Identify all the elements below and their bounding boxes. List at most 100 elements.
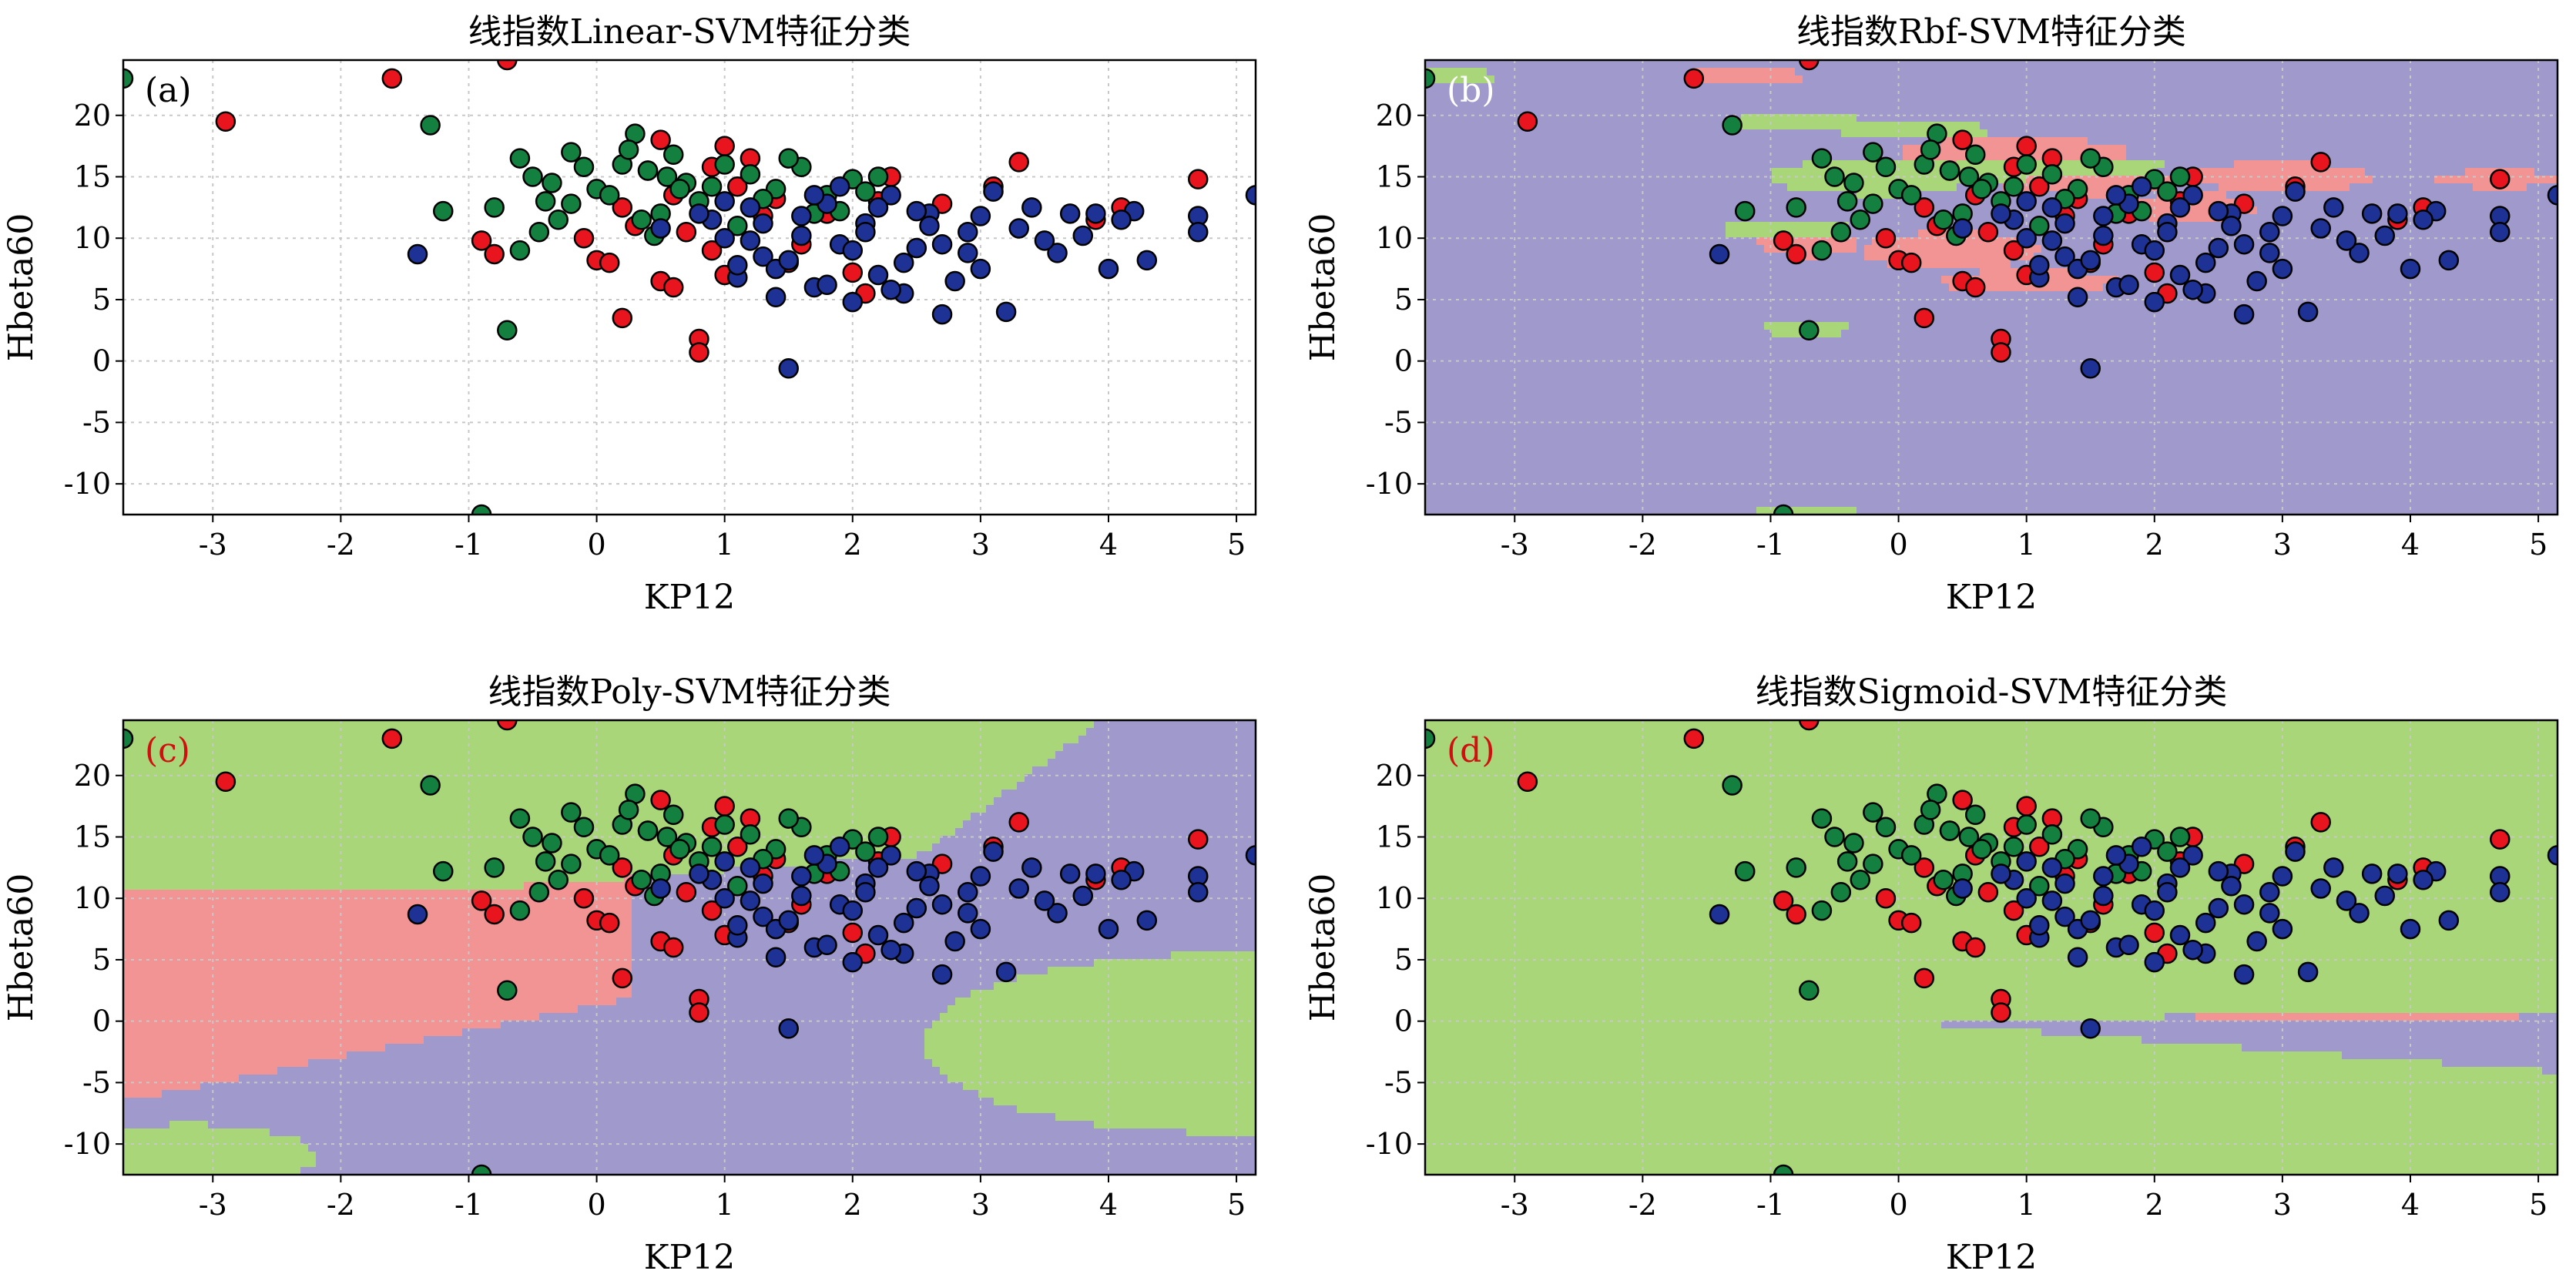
- point-green: [561, 142, 582, 163]
- point-green: [1875, 156, 1897, 177]
- point-blue: [1188, 221, 1209, 243]
- point-red: [1914, 307, 1935, 329]
- point-red: [2144, 922, 2165, 944]
- point-blue: [2310, 878, 2331, 899]
- subplot-title: 线指数Rbf-SVM特征分类: [1796, 12, 2186, 52]
- point-blue: [2387, 203, 2408, 224]
- point-blue: [958, 221, 978, 243]
- y-tick-label: 5: [92, 943, 111, 977]
- point-red: [2016, 136, 2037, 156]
- point-red: [471, 230, 492, 251]
- point-green: [1735, 860, 1756, 882]
- point-green: [2003, 176, 2024, 197]
- point-blue: [2054, 213, 2075, 234]
- point-blue: [689, 203, 709, 224]
- point-blue: [2336, 890, 2357, 911]
- y-tick-label: 10: [74, 221, 111, 255]
- y-tick-label: -10: [64, 1127, 111, 1161]
- point-green: [1722, 775, 1742, 796]
- point-blue: [2093, 225, 2114, 246]
- point-green: [701, 836, 723, 857]
- point-blue: [1111, 870, 1132, 890]
- point-red: [1952, 790, 1973, 810]
- point-red: [215, 111, 236, 132]
- point-blue: [2361, 203, 2383, 224]
- point-blue: [2105, 845, 2127, 866]
- point-green: [1933, 870, 1954, 890]
- point-blue: [2182, 939, 2203, 961]
- point-blue: [2118, 274, 2139, 296]
- point-blue: [803, 845, 825, 866]
- point-blue: [1059, 864, 1081, 884]
- point-green: [1836, 851, 1858, 872]
- point-green: [123, 728, 134, 749]
- point-red: [689, 1002, 709, 1023]
- point-blue: [778, 1018, 799, 1039]
- point-green: [662, 144, 684, 166]
- point-blue: [2272, 866, 2293, 887]
- point-blue: [893, 252, 914, 273]
- axes-frame: [122, 719, 1257, 1176]
- point-blue: [2413, 210, 2433, 230]
- point-red: [612, 857, 633, 878]
- point-blue: [2285, 181, 2306, 202]
- point-blue: [2067, 287, 2088, 308]
- point-blue: [919, 216, 940, 236]
- point-green: [1811, 900, 1833, 921]
- point-blue: [1245, 185, 1256, 206]
- point-blue: [714, 851, 735, 872]
- point-blue: [2259, 221, 2280, 243]
- point-blue: [2272, 258, 2293, 280]
- point-blue: [2323, 857, 2344, 878]
- point-blue: [753, 906, 773, 927]
- point-blue: [791, 206, 812, 226]
- point-blue: [2029, 255, 2050, 276]
- point-blue: [906, 860, 927, 882]
- point-green: [509, 808, 531, 829]
- x-tick-label: -1: [454, 528, 483, 562]
- point-blue: [2054, 873, 2075, 894]
- grid: [123, 60, 1256, 515]
- point-blue: [2093, 206, 2114, 226]
- point-red: [573, 227, 595, 249]
- point-blue: [944, 270, 965, 292]
- point-blue: [855, 881, 876, 903]
- decision-region: [1425, 60, 2558, 515]
- point-green: [573, 817, 595, 837]
- point-blue: [1047, 903, 1068, 924]
- x-tick-label: -2: [1628, 528, 1657, 562]
- point-blue: [1085, 864, 1106, 884]
- point-green: [855, 841, 876, 862]
- point-red: [599, 912, 620, 934]
- y-axis-label: Hbeta60: [1303, 213, 1343, 361]
- point-green: [433, 200, 454, 222]
- subplot-d: -3 -2 -1 0 1 2 3 4 5-10-505101520线指数Sigmoid-SVM特…: [1303, 672, 2559, 1277]
- point-green: [1939, 820, 1961, 841]
- panel-label: (c): [145, 731, 190, 770]
- x-tick-label: -2: [327, 1188, 355, 1222]
- point-blue: [765, 947, 787, 968]
- point-blue: [893, 912, 914, 934]
- point-green: [528, 221, 550, 243]
- point-blue: [1991, 203, 2011, 224]
- point-green: [1964, 804, 1986, 826]
- point-green: [867, 827, 889, 847]
- point-blue: [2438, 910, 2460, 931]
- y-axis-label: Hbeta60: [2, 213, 41, 361]
- point-blue: [2272, 206, 2293, 226]
- y-tick-label: 10: [74, 881, 111, 915]
- point-blue: [970, 206, 991, 226]
- point-red: [484, 904, 505, 925]
- point-blue: [407, 904, 428, 925]
- point-green: [522, 166, 543, 187]
- point-green: [714, 154, 735, 175]
- point-green: [471, 504, 492, 515]
- y-tick-label: 10: [1376, 881, 1413, 915]
- point-red: [573, 887, 595, 909]
- y-tick-label: 20: [1376, 759, 1413, 793]
- y-tick-label: 20: [74, 99, 111, 132]
- x-axis-label: KP12: [1946, 1238, 2037, 1277]
- y-tick-label: 5: [1394, 943, 1413, 977]
- point-green: [2157, 181, 2178, 202]
- x-tick-label: 2: [2145, 1188, 2164, 1222]
